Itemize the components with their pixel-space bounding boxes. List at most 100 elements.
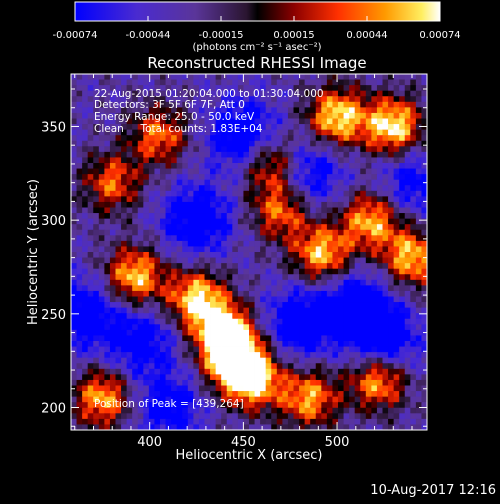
heatmap-cell: [276, 151, 283, 158]
heatmap-cell: [165, 124, 172, 131]
heatmap-cell: [171, 101, 178, 108]
heatmap-cell: [410, 140, 417, 147]
heatmap-cell: [76, 346, 83, 353]
heatmap-cell: [160, 151, 166, 158]
heatmap-cell: [198, 174, 205, 181]
heatmap-cell: [215, 329, 222, 336]
heatmap-cell: [265, 279, 272, 286]
heatmap-cell: [165, 313, 172, 320]
heatmap-cell: [415, 90, 422, 97]
heatmap-cell: [71, 296, 77, 303]
heatmap-cell: [171, 196, 178, 203]
heatmap-cell: [399, 263, 406, 270]
heatmap-cell: [187, 413, 194, 420]
heatmap-cell: [326, 163, 333, 169]
heatmap-cell: [232, 246, 239, 253]
heatmap-cell: [210, 363, 217, 370]
heatmap-cell: [176, 391, 183, 398]
heatmap-cell: [204, 318, 211, 325]
heatmap-cell: [98, 418, 105, 425]
heatmap-cell: [338, 90, 344, 97]
heatmap-cell: [187, 418, 194, 425]
heatmap-cell: [410, 229, 417, 236]
heatmap-cell: [249, 107, 255, 114]
heatmap-cell: [388, 112, 395, 119]
heatmap-cell: [215, 229, 222, 236]
heatmap-cell: [382, 252, 389, 258]
heatmap-cell: [182, 240, 189, 247]
heatmap-cell: [115, 157, 122, 164]
heatmap-cell: [243, 268, 250, 275]
heatmap-cell: [421, 318, 428, 325]
heatmap-cell: [243, 174, 250, 181]
heatmap-cell: [293, 118, 300, 125]
heatmap-cell: [132, 252, 139, 258]
heatmap-cell: [271, 252, 278, 258]
heatmap-cell: [187, 279, 194, 286]
heatmap-cell: [215, 318, 222, 325]
heatmap-cell: [176, 407, 183, 414]
heatmap-cell: [293, 207, 300, 214]
heatmap-cell: [332, 363, 339, 370]
heatmap-cell: [71, 85, 77, 92]
heatmap-cell: [410, 79, 417, 86]
heatmap-cell: [237, 101, 244, 108]
heatmap-cell: [182, 363, 189, 370]
heatmap-cell: [343, 168, 350, 175]
heatmap-cell: [71, 129, 77, 136]
heatmap-cell: [71, 163, 77, 169]
heatmap-cell: [349, 174, 356, 181]
heatmap-cell: [115, 424, 122, 431]
heatmap-cell: [226, 285, 233, 292]
heatmap-cell: [148, 318, 155, 325]
heatmap-cell: [282, 424, 289, 431]
heatmap-cell: [365, 201, 372, 208]
heatmap-cell: [421, 224, 428, 231]
heatmap-cell: [360, 346, 367, 353]
heatmap-cell: [148, 268, 155, 275]
heatmap-cell: [226, 240, 233, 247]
heatmap-cell: [299, 296, 306, 303]
heatmap-cell: [87, 407, 94, 414]
heatmap-cell: [326, 157, 333, 164]
heatmap-cell: [171, 413, 178, 420]
heatmap-cell: [421, 112, 428, 119]
heatmap-cell: [287, 407, 294, 414]
heatmap-cell: [421, 391, 428, 398]
heatmap-cell: [304, 290, 311, 297]
heatmap-cell: [249, 274, 255, 281]
heatmap-cell: [265, 391, 272, 398]
heatmap-cell: [321, 346, 328, 353]
heatmap-cell: [260, 190, 267, 197]
heatmap-cell: [382, 185, 389, 192]
heatmap-cell: [109, 235, 116, 242]
heatmap-cell: [249, 146, 255, 153]
heatmap-cell: [115, 174, 122, 181]
heatmap-cell: [132, 190, 139, 197]
heatmap-cell: [148, 302, 155, 309]
heatmap-cell: [160, 363, 166, 370]
heatmap-cell: [382, 168, 389, 175]
heatmap-cell: [354, 402, 361, 409]
heatmap-cell: [137, 290, 144, 297]
heatmap-cell: [148, 396, 155, 403]
heatmap-cell: [349, 324, 356, 331]
heatmap-cell: [421, 368, 428, 375]
heatmap-cell: [410, 101, 417, 108]
heatmap-cell: [137, 424, 144, 431]
heatmap-cell: [148, 112, 155, 119]
colorbar-tick-label: 0.00074: [419, 30, 460, 41]
heatmap-cell: [293, 124, 300, 131]
heatmap-cell: [371, 224, 378, 231]
heatmap-cell: [204, 307, 211, 314]
heatmap-cell: [265, 296, 272, 303]
heatmap-cell: [310, 391, 317, 398]
heatmap-cell: [204, 352, 211, 359]
heatmap-cell: [210, 163, 217, 169]
heatmap-cell: [171, 324, 178, 331]
heatmap-cell: [321, 90, 328, 97]
heatmap-cell: [93, 135, 100, 142]
heatmap-cell: [271, 140, 278, 147]
heatmap-cell: [249, 218, 255, 225]
heatmap-cell: [154, 101, 161, 108]
